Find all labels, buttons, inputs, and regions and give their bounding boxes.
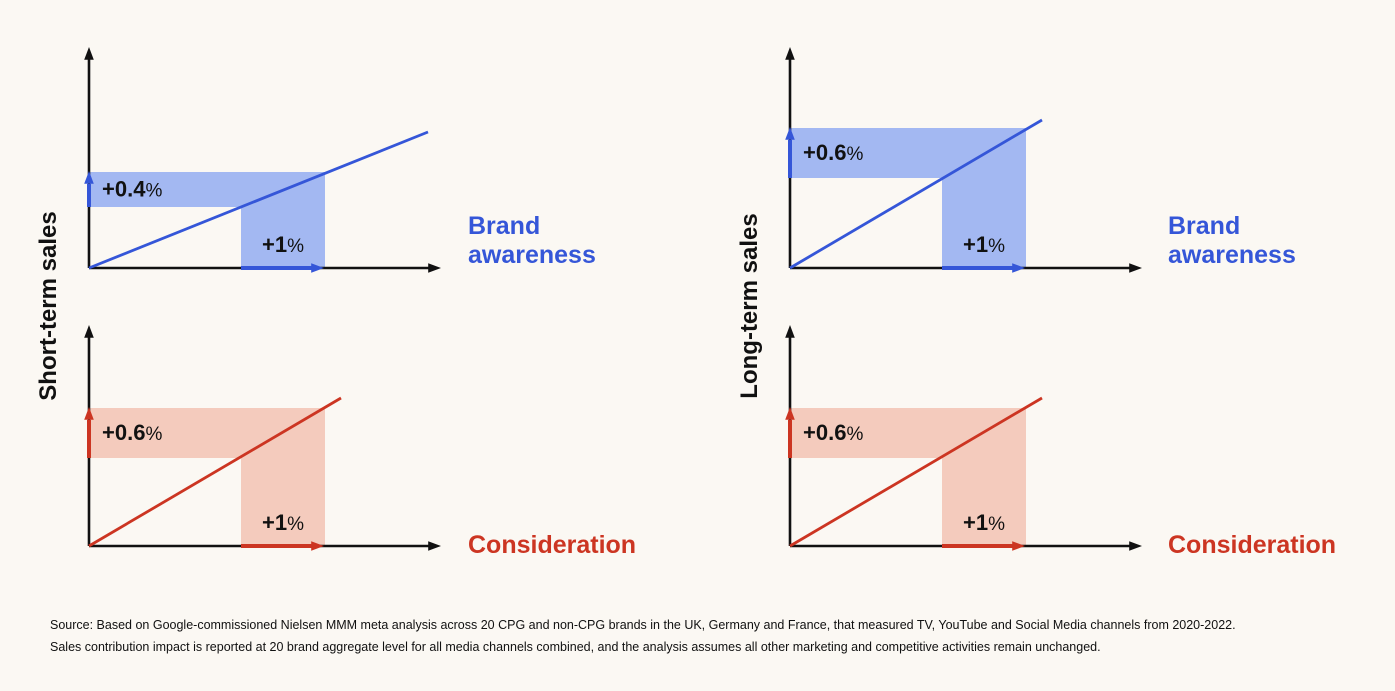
elasticity-diagram: Short-term sales Long-term sales +0.4%+1… [35, 47, 1336, 559]
source-line-1: Source: Based on Google-commissioned Nie… [50, 618, 1236, 632]
y-axis-arrow-long-term-brand-awareness [785, 47, 795, 60]
x-axis-arrow-long-term-brand-awareness [1129, 263, 1142, 273]
category-label-short-term-consideration: Consideration [468, 531, 636, 559]
x-change-unit-short-term-consideration: % [287, 514, 304, 535]
y-change-arrowhead-long-term-brand-awareness [785, 127, 795, 140]
x-axis-arrow-short-term-brand-awareness [428, 263, 441, 273]
x-change-value-long-term-consideration: +1 [963, 510, 988, 535]
x-change-value-short-term-consideration: +1 [262, 510, 287, 535]
x-change-label-short-term-consideration: +1% [262, 510, 304, 535]
y-change-value-long-term-consideration: +0.6 [803, 420, 846, 445]
y-change-label-long-term-consideration: +0.6% [803, 420, 863, 445]
x-change-arrowhead-short-term-brand-awareness [311, 263, 324, 273]
category-label-short-term-brand-awareness: Brand awareness [468, 212, 596, 269]
response-line-long-term-consideration [789, 396, 1043, 548]
category-label-line-long-term-brand-awareness: awareness [1168, 241, 1296, 269]
x-change-unit-short-term-brand-awareness: % [287, 236, 304, 257]
category-label-line-long-term-consideration: Consideration [1168, 531, 1336, 559]
y-change-label-short-term-consideration: +0.6% [102, 420, 162, 445]
source-line-2: Sales contribution impact is reported at… [50, 640, 1101, 654]
y-change-unit-short-term-consideration: % [145, 424, 162, 445]
x-change-label-short-term-brand-awareness: +1% [262, 232, 304, 257]
x-change-label-long-term-brand-awareness: +1% [963, 232, 1005, 257]
x-axis-arrow-short-term-consideration [428, 541, 441, 551]
y-axis-arrow-short-term-consideration [84, 325, 94, 338]
x-change-value-short-term-brand-awareness: +1 [262, 232, 287, 257]
category-label-long-term-brand-awareness: Brand awareness [1168, 212, 1296, 269]
x-change-band-short-term-brand-awareness [241, 172, 325, 268]
source-note: Source: Based on Google-commissioned Nie… [50, 614, 1370, 658]
x-change-label-long-term-consideration: +1% [963, 510, 1005, 535]
response-line-short-term-consideration [88, 396, 342, 548]
category-label-line-short-term-consideration: Consideration [468, 531, 636, 559]
y-change-arrowhead-short-term-consideration [84, 407, 94, 420]
x-change-unit-long-term-brand-awareness: % [988, 236, 1005, 257]
y-change-value-short-term-brand-awareness: +0.4 [102, 177, 146, 202]
x-change-band-long-term-brand-awareness [942, 128, 1026, 268]
response-line-long-term-brand-awareness [789, 118, 1043, 270]
x-change-unit-long-term-consideration: % [988, 514, 1005, 535]
y-change-value-short-term-consideration: +0.6 [102, 420, 145, 445]
y-axis-arrow-short-term-brand-awareness [84, 47, 94, 60]
y-axis-label-short-term: Short-term sales [35, 211, 62, 400]
y-change-unit-long-term-brand-awareness: % [846, 144, 863, 165]
y-change-label-long-term-brand-awareness: +0.6% [803, 140, 863, 165]
response-line-short-term-brand-awareness [88, 130, 429, 270]
y-change-label-short-term-brand-awareness: +0.4% [102, 177, 162, 202]
x-change-arrowhead-long-term-consideration [1012, 541, 1025, 551]
y-axis-label-long-term: Long-term sales [736, 213, 763, 398]
x-change-value-long-term-brand-awareness: +1 [963, 232, 988, 257]
x-change-arrowhead-long-term-brand-awareness [1012, 263, 1025, 273]
x-change-arrowhead-short-term-consideration [311, 541, 324, 551]
y-change-value-long-term-brand-awareness: +0.6 [803, 140, 846, 165]
category-label-line-long-term-brand-awareness: Brand [1168, 212, 1240, 240]
y-axis-arrow-long-term-consideration [785, 325, 795, 338]
category-label-line-short-term-brand-awareness: awareness [468, 241, 596, 269]
category-label-long-term-consideration: Consideration [1168, 531, 1336, 559]
category-label-line-short-term-brand-awareness: Brand [468, 212, 540, 240]
y-change-arrowhead-short-term-brand-awareness [84, 171, 94, 184]
y-change-unit-long-term-consideration: % [846, 424, 863, 445]
y-change-arrowhead-long-term-consideration [785, 407, 795, 420]
x-axis-arrow-long-term-consideration [1129, 541, 1142, 551]
panels-container: +0.4%+1%Brand awareness+0.6%+1%Considerat… [84, 47, 1336, 559]
y-change-unit-short-term-brand-awareness: % [145, 181, 162, 202]
